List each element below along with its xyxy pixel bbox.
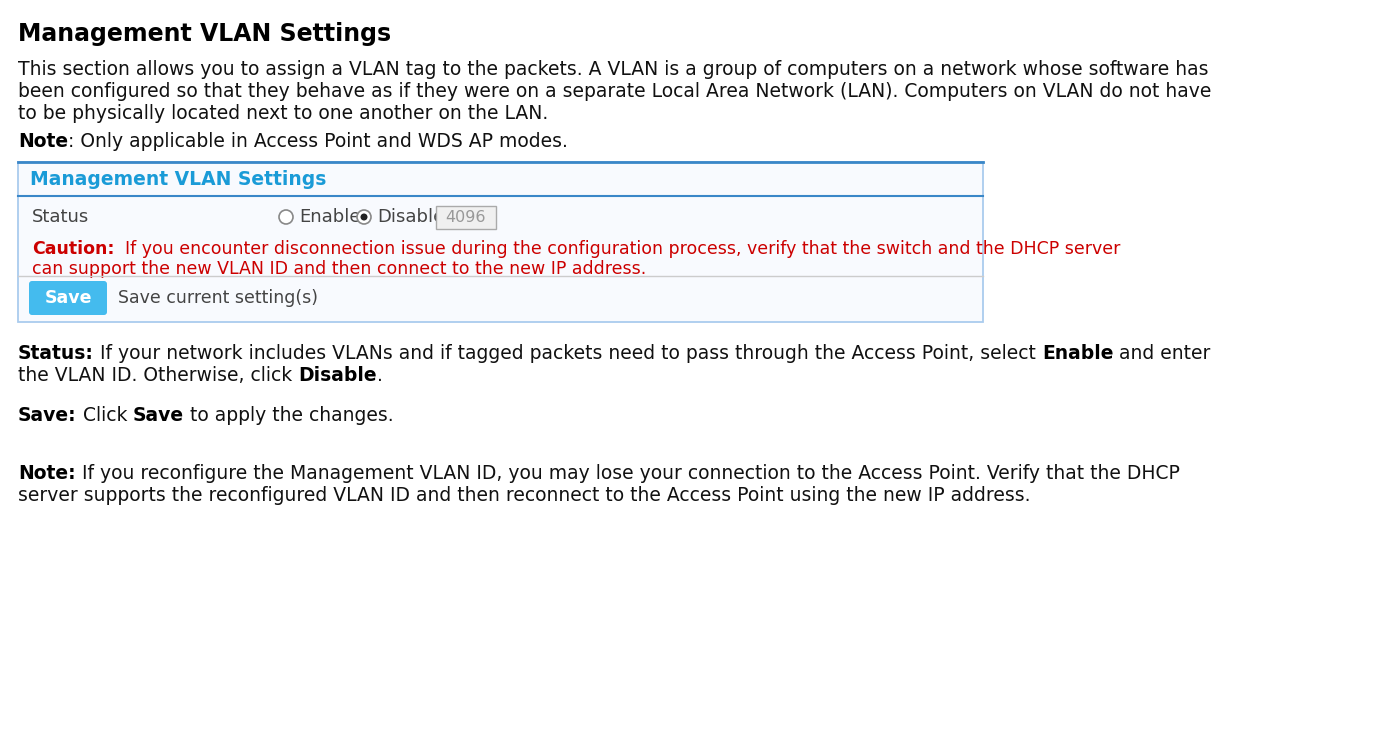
Text: If your network includes VLANs and if tagged packets need to pass through the Ac: If your network includes VLANs and if ta…	[93, 344, 1042, 363]
Text: to be physically located next to one another on the LAN.: to be physically located next to one ano…	[18, 104, 549, 123]
Text: Disable: Disable	[378, 208, 444, 226]
Text: Status: Status	[32, 208, 89, 226]
FancyBboxPatch shape	[18, 162, 983, 322]
Circle shape	[361, 214, 368, 221]
Text: been configured so that they behave as if they were on a separate Local Area Net: been configured so that they behave as i…	[18, 82, 1212, 101]
Text: Save: Save	[45, 289, 92, 307]
Text: Management VLAN Settings: Management VLAN Settings	[18, 22, 391, 46]
Text: Save: Save	[134, 406, 184, 425]
Text: to apply the changes.: to apply the changes.	[184, 406, 394, 425]
FancyBboxPatch shape	[436, 206, 496, 229]
Text: : Only applicable in Access Point and WDS AP modes.: : Only applicable in Access Point and WD…	[68, 132, 568, 151]
Text: This section allows you to assign a VLAN tag to the packets. A VLAN is a group o: This section allows you to assign a VLAN…	[18, 60, 1209, 79]
Text: Management VLAN Settings: Management VLAN Settings	[31, 170, 326, 189]
Text: Enable: Enable	[299, 208, 361, 226]
Text: Status:: Status:	[18, 344, 93, 363]
Text: server supports the reconfigured VLAN ID and then reconnect to the Access Point : server supports the reconfigured VLAN ID…	[18, 486, 1031, 505]
Circle shape	[357, 210, 371, 224]
Text: the VLAN ID. Otherwise, click: the VLAN ID. Otherwise, click	[18, 366, 298, 385]
Text: 4096: 4096	[446, 210, 486, 225]
Text: Note:: Note:	[18, 464, 75, 483]
Text: If you reconfigure the Management VLAN ID, you may lose your connection to the A: If you reconfigure the Management VLAN I…	[75, 464, 1180, 483]
Circle shape	[279, 210, 293, 224]
Text: Save:: Save:	[18, 406, 77, 425]
Text: If you encounter disconnection issue during the configuration process, verify th: If you encounter disconnection issue dur…	[114, 240, 1121, 258]
Text: and enter: and enter	[1113, 344, 1211, 363]
Text: Caution:: Caution:	[32, 240, 114, 258]
Text: Note: Note	[18, 132, 68, 151]
FancyBboxPatch shape	[29, 281, 107, 315]
Text: .: .	[378, 366, 383, 385]
Text: Save current setting(s): Save current setting(s)	[118, 289, 318, 307]
Text: Disable: Disable	[298, 366, 378, 385]
Text: Click: Click	[77, 406, 134, 425]
Text: can support the new VLAN ID and then connect to the new IP address.: can support the new VLAN ID and then con…	[32, 260, 646, 278]
Text: Enable: Enable	[1042, 344, 1113, 363]
